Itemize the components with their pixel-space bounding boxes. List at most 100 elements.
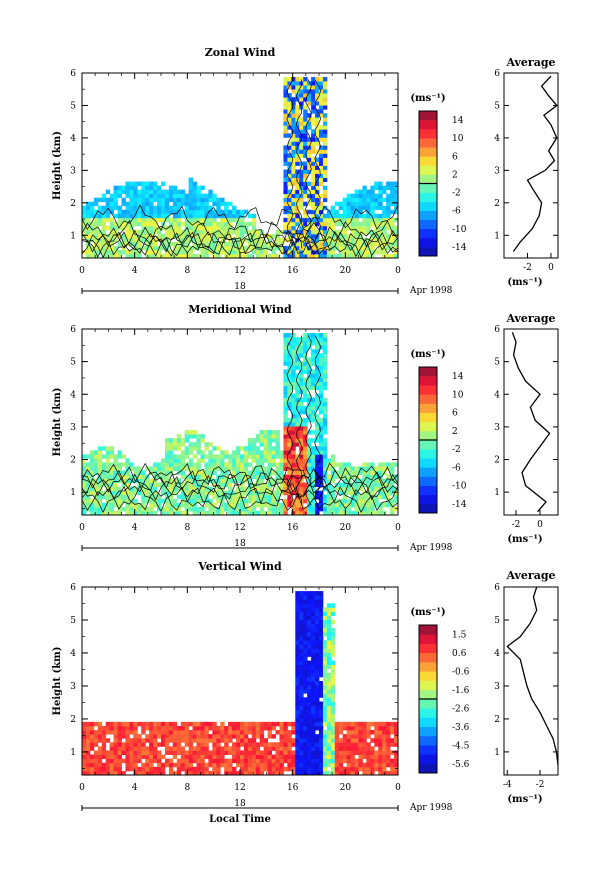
- heatmap-cell: [117, 762, 122, 768]
- heatmap-cell: [188, 193, 193, 199]
- heatmap-cell: [378, 185, 383, 191]
- profile-y-tick-label: 1: [494, 748, 500, 758]
- heatmap-cell: [180, 438, 186, 443]
- heatmap-cell: [342, 721, 348, 727]
- heatmap-cell: [117, 758, 122, 764]
- heatmap-cell: [204, 454, 209, 459]
- heatmap-cell: [113, 462, 118, 467]
- heatmap-cell: [295, 754, 300, 760]
- heatmap-cell: [251, 217, 257, 223]
- heatmap-cell: [315, 701, 320, 706]
- heatmap-cell: [311, 173, 316, 178]
- heatmap-cell: [196, 754, 201, 760]
- heatmap-cell: [315, 766, 320, 772]
- heatmap-cell: [263, 738, 269, 743]
- heatmap-cell: [259, 725, 265, 731]
- heatmap-cell: [255, 770, 261, 776]
- heatmap-cell: [291, 470, 296, 475]
- heatmap-cell: [204, 742, 209, 747]
- heatmap-cell: [322, 253, 328, 259]
- heatmap-cell: [386, 730, 391, 735]
- heatmap-cell: [330, 717, 336, 723]
- heatmap-cell: [85, 462, 91, 467]
- heatmap-cell: [382, 217, 387, 223]
- heatmap-cell: [141, 233, 146, 239]
- heatmap-cell: [382, 766, 387, 772]
- heatmap-cell: [346, 249, 351, 255]
- heatmap-cell: [251, 466, 257, 471]
- heatmap-cell: [113, 721, 118, 727]
- heatmap-cell: [326, 709, 332, 715]
- heatmap-cell: [176, 506, 182, 512]
- heatmap-cell: [255, 494, 261, 500]
- heatmap-cell: [275, 446, 280, 451]
- heatmap-cell: [322, 357, 328, 362]
- heatmap-cell: [271, 490, 276, 496]
- heatmap-cell: [176, 486, 182, 492]
- heatmap-cell: [267, 486, 272, 492]
- profile-line: [506, 586, 559, 766]
- heatmap-cell: [133, 209, 138, 215]
- heatmap-cell: [93, 217, 99, 223]
- heatmap-cell: [295, 713, 300, 719]
- heatmap-cell: [220, 510, 225, 516]
- heatmap-cell: [334, 750, 340, 755]
- heatmap-cell: [125, 506, 130, 512]
- heatmap-cell: [358, 237, 363, 243]
- heatmap-cell: [129, 205, 134, 211]
- heatmap-cell: [350, 490, 355, 496]
- heatmap-cell: [216, 229, 221, 235]
- heatmap-cell: [161, 241, 166, 247]
- heatmap-cell: [121, 245, 126, 251]
- heatmap-cell: [164, 225, 170, 231]
- heatmap-cell: [240, 742, 245, 747]
- heatmap-cell: [275, 746, 280, 751]
- heatmap-cell: [200, 209, 205, 215]
- heatmap-cell: [164, 746, 170, 751]
- heatmap-cell: [133, 249, 138, 255]
- heatmap-cell: [346, 209, 351, 215]
- profile-y-tick-label: 4: [494, 134, 500, 144]
- heatmap-cell: [346, 197, 351, 203]
- heatmap-cell: [267, 766, 272, 772]
- heatmap-cell: [101, 221, 107, 227]
- heatmap-cell: [129, 746, 134, 751]
- heatmap-cell: [216, 746, 221, 751]
- heatmap-cell: [299, 462, 304, 467]
- heatmap-cell: [275, 474, 280, 480]
- heatmap-cell: [184, 494, 190, 500]
- heatmap-cell: [382, 734, 387, 739]
- heatmap-cell: [311, 506, 316, 512]
- heatmap-cell: [319, 209, 324, 215]
- heatmap-cell: [224, 201, 229, 207]
- heatmap-cell: [153, 738, 158, 743]
- heatmap-cell: [382, 762, 387, 768]
- heatmap-cell: [263, 721, 269, 727]
- heatmap-cell: [176, 446, 182, 451]
- heatmap-cell: [362, 245, 367, 251]
- heatmap-cell: [319, 458, 324, 463]
- heatmap-cell: [299, 117, 304, 122]
- heatmap-cell: [295, 506, 300, 512]
- heatmap-cell: [291, 490, 296, 496]
- heatmap-cell: [382, 746, 387, 751]
- heatmap-cell: [378, 762, 383, 768]
- profile-x-tick-label: -2: [536, 780, 545, 790]
- heatmap-cell: [204, 462, 209, 467]
- heatmap-cell: [259, 430, 265, 435]
- heatmap-cell: [307, 197, 312, 203]
- heatmap-cell: [311, 623, 316, 629]
- profile-y-tick-label: 3: [494, 166, 500, 176]
- heatmap-cell: [315, 636, 320, 641]
- heatmap-cell: [85, 490, 91, 496]
- heatmap-cell: [172, 750, 178, 755]
- heatmap-cell: [366, 734, 371, 739]
- heatmap-cell: [176, 201, 182, 207]
- heatmap-cell: [145, 193, 150, 199]
- heatmap-cell: [322, 676, 328, 682]
- heatmap-cell: [129, 185, 134, 191]
- heatmap-cell: [322, 668, 328, 674]
- heatmap-cell: [85, 229, 91, 235]
- heatmap-cell: [334, 474, 340, 480]
- heatmap-cell: [121, 482, 126, 488]
